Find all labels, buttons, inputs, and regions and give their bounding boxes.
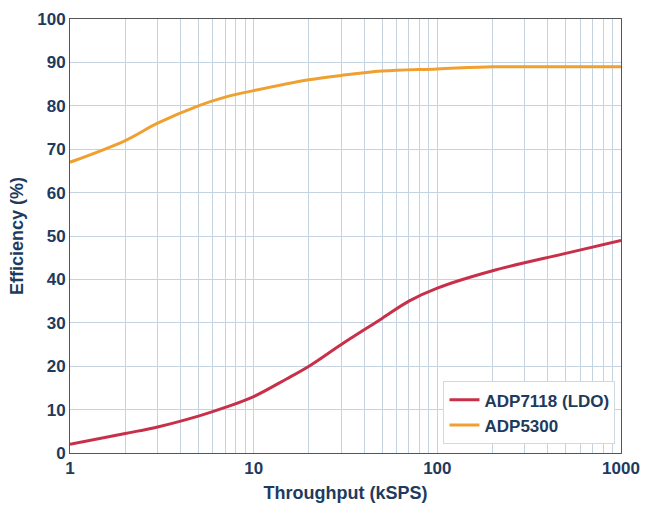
svg-text:1: 1 — [65, 459, 74, 478]
svg-text:70: 70 — [47, 140, 66, 159]
svg-text:100: 100 — [423, 459, 451, 478]
svg-text:0: 0 — [56, 444, 65, 463]
svg-text:ADP7118 (LDO): ADP7118 (LDO) — [484, 392, 609, 411]
svg-text:10: 10 — [244, 459, 263, 478]
svg-text:Throughput (kSPS): Throughput (kSPS) — [264, 483, 428, 503]
svg-text:60: 60 — [47, 184, 66, 203]
svg-text:40: 40 — [47, 270, 66, 289]
svg-text:Efficiency (%): Efficiency (%) — [7, 177, 27, 295]
svg-text:90: 90 — [47, 53, 66, 72]
svg-text:1000: 1000 — [602, 459, 640, 478]
svg-text:10: 10 — [47, 401, 66, 420]
svg-text:80: 80 — [47, 97, 66, 116]
svg-text:30: 30 — [47, 314, 66, 333]
svg-text:20: 20 — [47, 357, 66, 376]
svg-text:50: 50 — [47, 227, 66, 246]
svg-text:ADP5300: ADP5300 — [484, 417, 558, 436]
svg-text:100: 100 — [37, 10, 65, 29]
